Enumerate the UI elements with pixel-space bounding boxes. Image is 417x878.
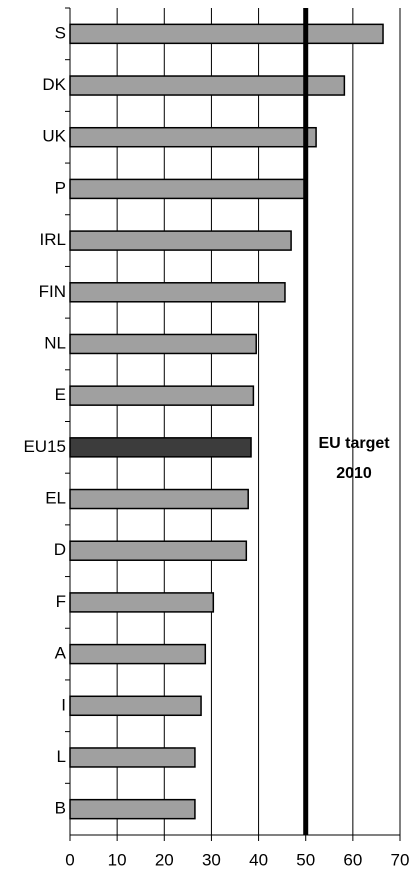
y-tick-label: EL <box>45 489 66 508</box>
y-tick-label: A <box>55 644 67 663</box>
y-tick-label: NL <box>44 333 66 352</box>
bar <box>69 540 248 561</box>
bar <box>69 178 308 200</box>
bar <box>69 488 249 510</box>
bar <box>69 437 252 458</box>
y-tick-label: B <box>55 799 66 818</box>
bar <box>69 282 286 303</box>
annotation: EU target <box>318 435 390 452</box>
bar <box>69 695 202 717</box>
y-tick-label: F <box>56 592 66 611</box>
annotation: 2010 <box>336 465 372 482</box>
y-tick-label: L <box>57 747 66 766</box>
x-tick-label: 20 <box>155 850 174 869</box>
bar <box>69 643 207 665</box>
bar <box>69 75 346 96</box>
y-tick-label: S <box>55 23 66 42</box>
x-tick-label: 70 <box>391 850 410 869</box>
y-tick-label: E <box>55 385 66 404</box>
bar <box>69 592 215 613</box>
bar <box>69 747 196 768</box>
y-tick-label: EU15 <box>23 437 66 456</box>
y-tick-label: IRL <box>40 230 66 249</box>
bar <box>69 333 257 355</box>
x-tick-label: 10 <box>108 850 127 869</box>
x-tick-label: 50 <box>296 850 315 869</box>
bar <box>69 23 384 45</box>
x-tick-label: 40 <box>249 850 268 869</box>
x-tick-label: 0 <box>65 850 74 869</box>
bar <box>69 230 292 251</box>
bar <box>69 126 317 148</box>
y-tick-label: I <box>61 695 66 714</box>
y-tick-label: D <box>54 540 66 559</box>
bar <box>69 385 255 406</box>
bar <box>69 798 196 820</box>
y-tick-label: P <box>55 178 66 197</box>
y-tick-label: FIN <box>39 282 66 301</box>
y-tick-label: DK <box>42 75 66 94</box>
y-tick-label: UK <box>42 127 66 146</box>
x-tick-label: 30 <box>202 850 221 869</box>
x-tick-label: 60 <box>343 850 362 869</box>
